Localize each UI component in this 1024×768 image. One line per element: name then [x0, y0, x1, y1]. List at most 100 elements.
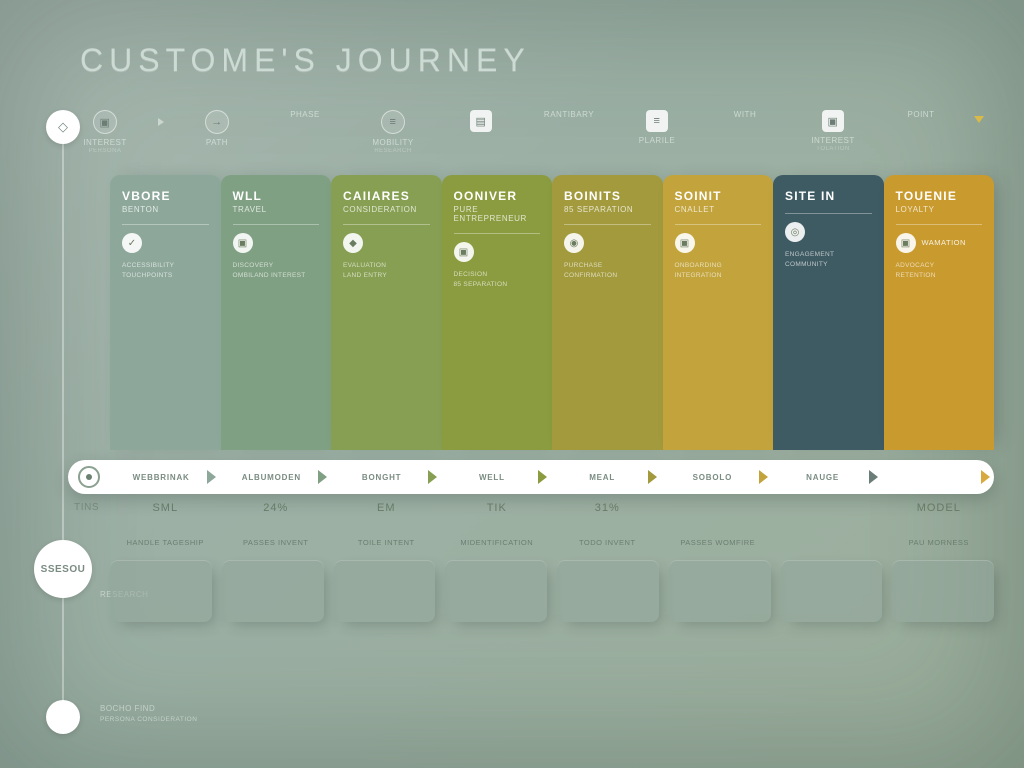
stage-chip: ▣WAMATION: [896, 233, 983, 253]
square-icon: ≡: [646, 110, 668, 132]
stage-caption: PASSES INVENT: [221, 538, 332, 547]
stage-title: BOINITS: [564, 189, 651, 203]
circle-icon: →: [205, 110, 229, 134]
stage-rule: [675, 224, 762, 225]
stage-chip: ◆: [343, 233, 430, 253]
top-node-label: PHASE: [290, 110, 320, 120]
stage-notes: PURCHASECONFIRMATION: [564, 261, 651, 281]
timeline-segment: WELL: [437, 473, 547, 482]
timeline-seg-label: WEBBRINAK: [133, 473, 190, 482]
stage-title: CAIIARES: [343, 189, 430, 203]
stage-chip: ▣: [675, 233, 762, 253]
rail-node-1-glyph: ◇: [58, 119, 68, 135]
rail-session-label: SSESOU: [41, 564, 86, 575]
stage-notes: EVALUATIONLAND ENTRY: [343, 261, 430, 281]
timeline-segment: WEBBRINAK: [106, 473, 216, 482]
metric-value: 24%: [221, 502, 332, 514]
top-node: ▤: [446, 110, 516, 136]
stage-subtitle: CONSIDERATION: [343, 205, 430, 214]
stage-rule: [454, 233, 541, 234]
timeline-segment: MEAL: [547, 473, 657, 482]
top-node-sub: PERSONA: [89, 148, 122, 154]
stage-caption: [773, 538, 884, 547]
top-node-sub: RESEARCH: [374, 148, 411, 154]
top-node: →PATH: [182, 110, 252, 148]
stage-notes: ONBOARDINGINTEGRATION: [675, 261, 762, 281]
stage-subtitle: LOYALTY: [896, 205, 983, 214]
metric-value: 31%: [552, 502, 663, 514]
top-node-label: PLARILE: [639, 136, 675, 146]
stage-notes: DISCOVERYOMBILAND INTEREST: [233, 261, 320, 281]
top-node: ≡ PLARILE: [622, 110, 692, 146]
stage-rule: [785, 213, 872, 214]
stage-card: SITE IN ◎ ENGAGEMENTCOMMUNITY: [773, 175, 884, 450]
stage-subtitle: CNALLET: [675, 205, 762, 214]
bottom-slot: [557, 560, 659, 622]
stage-caption: PASSES WOMFIRE: [663, 538, 774, 547]
metric-value: [663, 502, 774, 514]
stage-title: SOINIT: [675, 189, 762, 203]
timeline-segment: ALBUMODEN: [216, 473, 326, 482]
stage-chip-icon: ◉: [564, 233, 584, 253]
stage-caption: HANDLE TAGESHIP: [110, 538, 221, 547]
square-icon: ▤: [470, 110, 492, 132]
stage-title: SITE IN: [785, 189, 872, 203]
stage-notes: ADVOCACYRETENTION: [896, 261, 983, 281]
metrics-row: SML24%EMTIK31%MODEL: [110, 502, 994, 514]
top-node: RANTIBARY: [534, 110, 604, 120]
rail-session-node: SSESOU: [34, 540, 92, 598]
stage-chip-icon: ✓: [122, 233, 142, 253]
stage-title: TOUENIE: [896, 189, 983, 203]
arrow-right-icon: [158, 118, 164, 126]
top-node-sub: TOLATION: [816, 146, 849, 152]
stage-chip-icon: ◎: [785, 222, 805, 242]
page-title: CUSTOME'S JOURNEY: [80, 42, 531, 79]
stage-title: OONIVER: [454, 189, 541, 203]
stage-chip: ◉: [564, 233, 651, 253]
metric-value: MODEL: [884, 502, 995, 514]
metric-value: [773, 502, 884, 514]
stage-chip-icon: ▣: [675, 233, 695, 253]
stage-subtitle: 85 SEPARATION: [564, 205, 651, 214]
stage-caption: TOILE INTENT: [331, 538, 442, 547]
bottom-slot: [669, 560, 771, 622]
stage-chip: ▣: [233, 233, 320, 253]
top-node: PHASE: [270, 110, 340, 120]
stage-rule: [122, 224, 209, 225]
rail-node-2: [46, 700, 80, 734]
stage-cards: VBOREBENTON✓ACCESSIBILITYTOUCHPOINTSWLLT…: [110, 175, 994, 450]
stage-card: BOINITS 85 SEPARATION ◉ PURCHASECONFIRMATIO…: [552, 175, 663, 450]
caption-row: HANDLE TAGESHIPPASSES INVENTTOILE INTENT…: [110, 538, 994, 547]
timeline-seg-label: SOBOLO: [693, 473, 732, 482]
stage-notes: ENGAGEMENTCOMMUNITY: [785, 250, 872, 270]
left-rail-line: [62, 120, 64, 728]
stage-chip: ✓: [122, 233, 209, 253]
arrow-down-icon: [974, 116, 984, 123]
stage-chip-icon: ▣: [454, 242, 474, 262]
stage-chip: ▣: [454, 242, 541, 262]
stage-caption: MIDENTIFICATION: [442, 538, 553, 547]
top-icon-strip: ▣INTERESTPERSONA→PATHPHASE≡MOBILITYRESEA…: [70, 110, 984, 154]
timeline-seg-label: MEAL: [589, 473, 615, 482]
rail-meta-1: BOCHO FIND: [100, 704, 155, 713]
timeline-seg-label: BONGHT: [362, 473, 401, 482]
stage-card: CAIIARES CONSIDERATION ◆ EVALUATIONLAND ENT…: [331, 175, 442, 450]
times-label: TINS: [74, 502, 99, 513]
stage-rule: [564, 224, 651, 225]
bottom-slot: [110, 560, 212, 622]
stage-subtitle: TRAVEL: [233, 205, 320, 214]
stage-card: VBOREBENTON✓ACCESSIBILITYTOUCHPOINTS: [110, 175, 221, 450]
stage-rule: [343, 224, 430, 225]
stage-caption: TODO INVENT: [552, 538, 663, 547]
timeline-segment: SOBOLO: [657, 473, 767, 482]
top-node-label: POINT: [908, 110, 935, 120]
bottom-slot: [334, 560, 436, 622]
stage-rule: [896, 224, 983, 225]
timeline-seg-label: NAUGE: [806, 473, 839, 482]
stage-chip-icon: ◆: [343, 233, 363, 253]
stage-card: OONIVERPURE ENTREPRENEUR▣DECISION85 SEPA…: [442, 175, 553, 450]
metric-value: TIK: [442, 502, 553, 514]
stage-chip: ◎: [785, 222, 872, 242]
circle-icon: ▣: [93, 110, 117, 134]
top-node: ≡MOBILITYRESEARCH: [358, 110, 428, 154]
